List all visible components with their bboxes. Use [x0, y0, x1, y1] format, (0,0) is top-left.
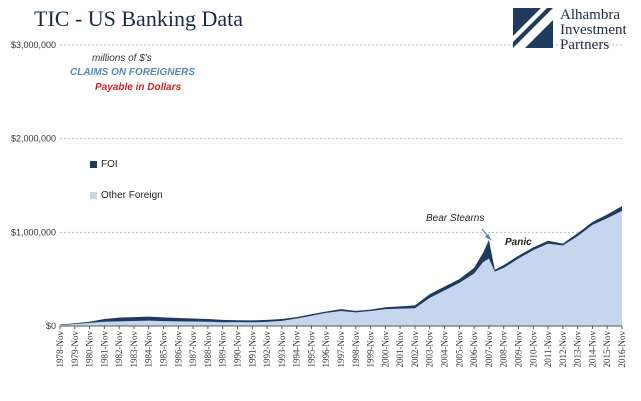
x-tick-label: 1993-Nov: [277, 331, 287, 368]
chart-title: TIC - US Banking Data: [34, 6, 243, 31]
logo-text: Alhambra Investment Partners: [560, 8, 627, 53]
x-tick-label: 1998-Nov: [351, 331, 361, 368]
x-tick-label: 1996-Nov: [321, 331, 331, 368]
y-tick-label: $1,000,000: [11, 227, 56, 237]
x-tick-label: 2016-Nov: [617, 331, 627, 368]
x-tick-label: 2013-Nov: [573, 331, 583, 368]
x-tick-label: 1980-Nov: [85, 331, 95, 368]
x-tick-label: 1990-Nov: [232, 331, 242, 368]
x-tick-label: 1989-Nov: [218, 331, 228, 368]
x-tick-label: 1987-Nov: [188, 331, 198, 368]
legend-label-foi: FOI: [101, 159, 118, 170]
series-other-foreign-area: [60, 210, 622, 326]
x-axis-ticks: 1978-Nov 1979-Nov 1980-Nov 1981-Nov 1982-Nov…: [55, 326, 627, 368]
annotation-bear-stearns: Bear Stearns: [426, 213, 485, 224]
payable-note: Payable in Dollars: [95, 82, 182, 93]
x-tick-label: 1995-Nov: [306, 331, 316, 368]
x-tick-label: 1997-Nov: [336, 331, 346, 368]
x-tick-label: 1991-Nov: [247, 331, 257, 368]
x-tick-label: 2002-Nov: [410, 331, 420, 368]
x-tick-label: 2011-Nov: [543, 331, 553, 368]
legend-swatch-foi: [90, 161, 97, 168]
y-tick-label: $0: [46, 321, 56, 331]
subtitle-note: CLAIMS ON FOREIGNERS: [70, 67, 196, 78]
x-tick-label: 2014-Nov: [587, 331, 597, 368]
x-tick-label: 2007-Nov: [484, 331, 494, 368]
x-tick-label: 1985-Nov: [159, 331, 169, 368]
x-tick-label: 2004-Nov: [440, 331, 450, 368]
x-tick-label: 2006-Nov: [469, 331, 479, 368]
legend-item-foi: FOI: [90, 159, 118, 170]
x-tick-label: 1994-Nov: [292, 331, 302, 368]
x-tick-label: 2000-Nov: [380, 331, 390, 368]
x-tick-label: 1979-Nov: [70, 331, 80, 368]
x-tick-label: 1983-Nov: [129, 331, 139, 368]
x-tick-label: 1986-Nov: [173, 331, 183, 368]
x-tick-label: 2012-Nov: [558, 331, 568, 368]
x-tick-label: 1981-Nov: [99, 331, 109, 368]
logo-line-2: Investment: [560, 22, 627, 38]
bear-stearns-arrowhead: [485, 234, 491, 240]
x-tick-label: 1978-Nov: [55, 331, 65, 368]
logo-line-3: Partners: [560, 37, 610, 53]
units-note: millions of $'s: [92, 53, 152, 64]
x-tick-label: 1992-Nov: [262, 331, 272, 368]
y-tick-label: $2,000,000: [11, 134, 56, 144]
x-tick-label: 2009-Nov: [513, 331, 523, 368]
logo-icon: [513, 8, 553, 48]
x-tick-label: 2003-Nov: [425, 331, 435, 368]
x-tick-label: 1999-Nov: [366, 331, 376, 368]
y-tick-label: $3,000,000: [11, 40, 56, 50]
y-axis-ticks: $0 $1,000,000 $2,000,000 $3,000,000: [11, 40, 56, 331]
legend-label-other-foreign: Other Foreign: [101, 190, 163, 201]
x-tick-label: 2008-Nov: [499, 331, 509, 368]
legend-swatch-other-foreign: [90, 192, 97, 199]
x-tick-label: 1982-Nov: [114, 331, 124, 368]
x-tick-label: 2010-Nov: [528, 331, 538, 368]
x-tick-label: 1988-Nov: [203, 331, 213, 368]
x-tick-label: 1984-Nov: [144, 331, 154, 368]
x-tick-label: 2005-Nov: [454, 331, 464, 368]
logo-line-1: Alhambra: [560, 7, 620, 23]
x-tick-label: 2001-Nov: [395, 331, 405, 368]
annotation-panic: Panic: [505, 237, 532, 248]
x-tick-label: 2015-Nov: [602, 331, 612, 368]
legend-item-other-foreign: Other Foreign: [90, 190, 163, 201]
